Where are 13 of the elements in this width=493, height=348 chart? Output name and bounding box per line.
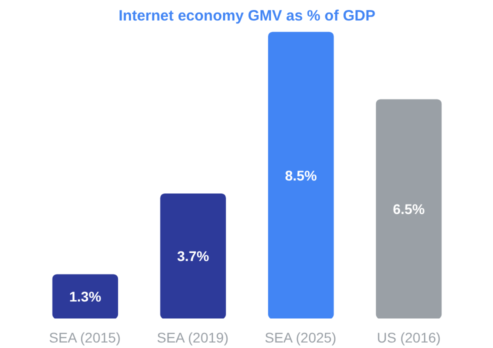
data-label: 6.5%: [392, 201, 426, 218]
data-label: 3.7%: [177, 248, 210, 264]
x-tick-label: SEA (2015): [49, 330, 121, 346]
x-tick-label: SEA (2019): [156, 330, 228, 346]
bar: [52, 274, 118, 318]
x-tick-label: US (2016): [376, 330, 441, 346]
data-label: 8.5%: [284, 167, 318, 184]
chart-title: Internet economy GMV as % of GDP: [118, 8, 376, 24]
bar: [268, 32, 334, 318]
data-label: 1.3%: [69, 288, 102, 305]
bar: [376, 99, 442, 318]
bar: [160, 193, 226, 318]
x-tick-label: SEA (2025): [264, 330, 336, 346]
